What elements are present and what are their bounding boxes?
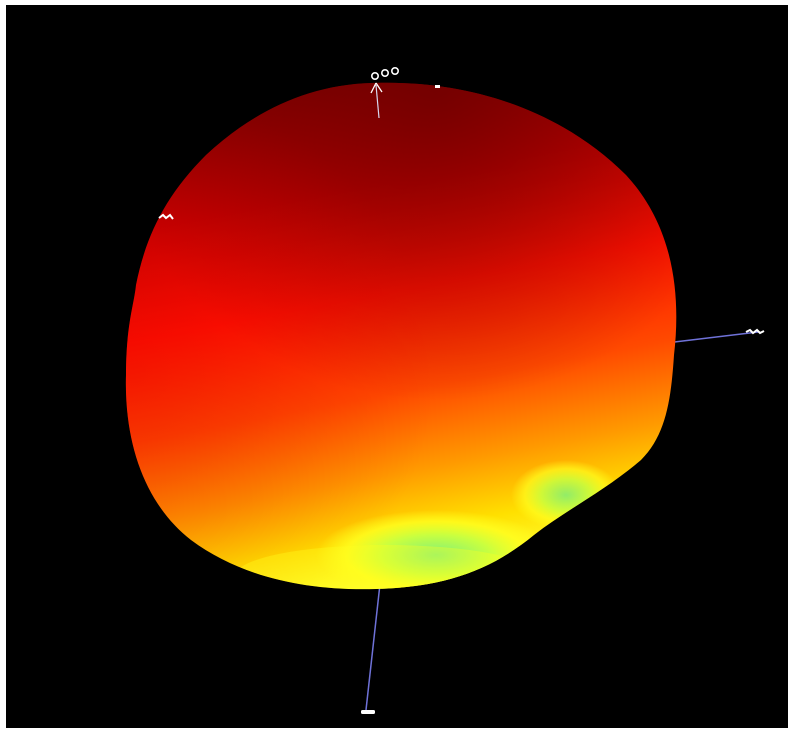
bottom-axis-tag xyxy=(361,710,375,714)
right-axis-line xyxy=(665,331,759,344)
top-axis-arrowhead xyxy=(370,82,383,94)
top-axis-tag xyxy=(370,66,399,81)
right-axis-tag xyxy=(745,328,765,335)
top-right-marker xyxy=(435,85,440,88)
radiation-pattern-surface[interactable] xyxy=(106,65,706,625)
top-axis-line xyxy=(375,84,380,119)
radiation-pattern-scene xyxy=(106,65,765,714)
3d-viewport[interactable] xyxy=(6,5,788,728)
bottom-axis-line xyxy=(365,574,382,711)
left-axis-tag xyxy=(158,213,174,220)
